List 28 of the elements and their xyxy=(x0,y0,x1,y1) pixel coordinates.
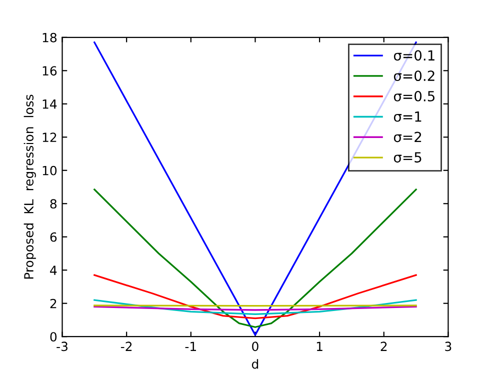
x-tick-label: 0 xyxy=(252,342,258,352)
legend-label: σ=0.5 xyxy=(394,90,434,102)
line-series xyxy=(94,299,417,315)
y-tick-label: 18 xyxy=(42,32,57,42)
x-tick-label: -2 xyxy=(120,342,132,351)
y-tick-label: 4 xyxy=(50,266,57,275)
y-tick-label: 10 xyxy=(42,166,57,176)
x-tick-label: -1 xyxy=(185,342,196,351)
legend-label: σ=0.2 xyxy=(394,70,434,82)
y-tick-label: 16 xyxy=(42,66,57,76)
y-axis-title: Proposed KL regression loss xyxy=(24,94,36,279)
legend-label: σ=1 xyxy=(394,111,422,122)
x-tick-label: 3 xyxy=(445,342,452,352)
x-tick-label: 2 xyxy=(380,342,387,351)
y-tick-label: 6 xyxy=(50,232,57,242)
y-tick-label: 8 xyxy=(50,199,57,209)
x-axis-title: d xyxy=(252,359,258,369)
y-tick-label: 12 xyxy=(42,132,56,142)
x-tick-label: -3 xyxy=(56,342,68,352)
legend-label: σ=2 xyxy=(394,132,422,142)
x-tick-label: 1 xyxy=(316,342,322,351)
legend-label: σ=0.1 xyxy=(394,50,434,61)
y-tick-label: 2 xyxy=(50,298,56,308)
line-series xyxy=(94,274,417,320)
line-series xyxy=(94,188,417,328)
y-tick-label: 0 xyxy=(50,332,57,342)
y-tick-label: 14 xyxy=(42,100,57,109)
legend-label: σ=5 xyxy=(394,152,422,163)
